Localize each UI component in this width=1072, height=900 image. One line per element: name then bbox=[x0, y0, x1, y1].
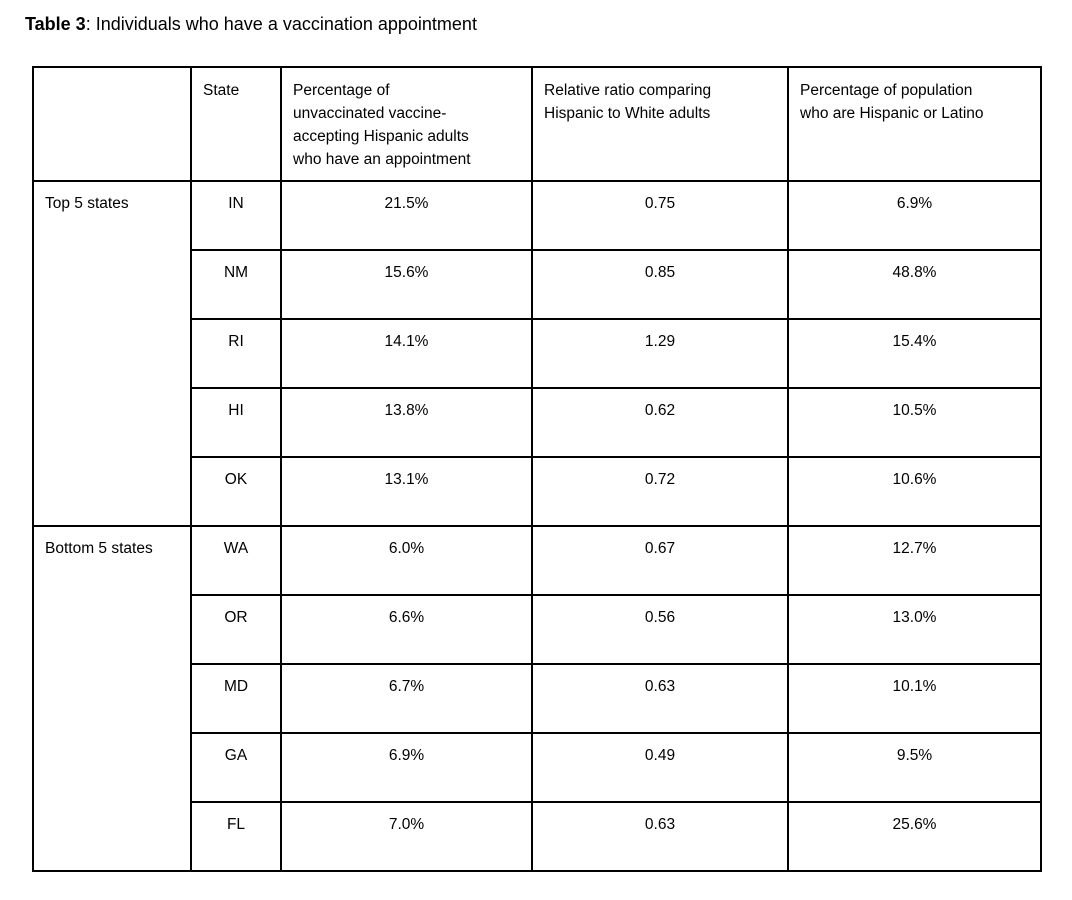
vaccination-appointment-table: State Percentage of unvaccinated vaccine… bbox=[32, 66, 1042, 872]
cell-pct-appointment: 6.7% bbox=[280, 663, 533, 734]
cell-state: OK bbox=[190, 456, 282, 527]
cell-pct-population: 25.6% bbox=[787, 801, 1042, 872]
cell-pct-population: 48.8% bbox=[787, 249, 1042, 320]
table-row: MD 6.7% 0.63 10.1% bbox=[33, 663, 1042, 734]
cell-pct-population: 10.5% bbox=[787, 387, 1042, 458]
cell-state: FL bbox=[190, 801, 282, 872]
cell-pct-appointment: 13.8% bbox=[280, 387, 533, 458]
cell-relative-ratio: 0.62 bbox=[531, 387, 789, 458]
cell-relative-ratio: 0.85 bbox=[531, 249, 789, 320]
cell-pct-appointment: 6.6% bbox=[280, 594, 533, 665]
cell-relative-ratio: 1.29 bbox=[531, 318, 789, 389]
table-row: Bottom 5 states WA 6.0% 0.67 12.7% bbox=[32, 525, 1042, 872]
cell-state: NM bbox=[190, 249, 282, 320]
header-row: State Percentage of unvaccinated vaccine… bbox=[32, 66, 1042, 182]
cell-state: HI bbox=[190, 387, 282, 458]
cell-pct-appointment: 14.1% bbox=[280, 318, 533, 389]
header-group bbox=[32, 66, 192, 182]
cell-pct-population: 6.9% bbox=[787, 180, 1042, 251]
cell-pct-population: 9.5% bbox=[787, 732, 1042, 803]
table-row: NM 15.6% 0.85 48.8% bbox=[33, 249, 1042, 320]
cell-relative-ratio: 0.67 bbox=[531, 525, 789, 596]
cell-pct-population: 10.6% bbox=[787, 456, 1042, 527]
cell-state: GA bbox=[190, 732, 282, 803]
cell-relative-ratio: 0.63 bbox=[531, 801, 789, 872]
group-label-bottom5: Bottom 5 states bbox=[32, 525, 192, 872]
cell-pct-appointment: 6.9% bbox=[280, 732, 533, 803]
table-row: Top 5 states IN 21.5% 0.75 6.9% bbox=[32, 180, 1042, 527]
cell-pct-appointment: 15.6% bbox=[280, 249, 533, 320]
cell-pct-population: 13.0% bbox=[787, 594, 1042, 665]
table-caption: Table 3: Individuals who have a vaccinat… bbox=[25, 12, 477, 36]
cell-state: RI bbox=[190, 318, 282, 389]
cell-state: IN bbox=[190, 180, 282, 251]
table-row: OR 6.6% 0.56 13.0% bbox=[33, 594, 1042, 665]
cell-pct-population: 12.7% bbox=[787, 525, 1042, 596]
cell-pct-population: 10.1% bbox=[787, 663, 1042, 734]
table-caption-number: Table 3 bbox=[25, 14, 86, 34]
cell-pct-population: 15.4% bbox=[787, 318, 1042, 389]
cell-relative-ratio: 0.63 bbox=[531, 663, 789, 734]
table-caption-text: : Individuals who have a vaccination app… bbox=[85, 14, 477, 34]
cell-relative-ratio: 0.72 bbox=[531, 456, 789, 527]
table-row: RI 14.1% 1.29 15.4% bbox=[33, 318, 1042, 389]
group-label-top5: Top 5 states bbox=[32, 180, 192, 527]
header-state: State bbox=[190, 66, 282, 182]
cell-pct-appointment: 7.0% bbox=[280, 801, 533, 872]
table-row: GA 6.9% 0.49 9.5% bbox=[33, 732, 1042, 803]
header-pct-population: Percentage of population who are Hispani… bbox=[787, 66, 1042, 182]
cell-relative-ratio: 0.75 bbox=[531, 180, 789, 251]
cell-state: WA bbox=[190, 525, 282, 596]
cell-state: OR bbox=[190, 594, 282, 665]
header-relative-ratio: Relative ratio comparing Hispanic to Whi… bbox=[531, 66, 789, 182]
cell-pct-appointment: 6.0% bbox=[280, 525, 533, 596]
table-row: OK 13.1% 0.72 10.6% bbox=[33, 456, 1042, 527]
table-row: HI 13.8% 0.62 10.5% bbox=[33, 387, 1042, 458]
cell-pct-appointment: 13.1% bbox=[280, 456, 533, 527]
cell-pct-appointment: 21.5% bbox=[280, 180, 533, 251]
cell-state: MD bbox=[190, 663, 282, 734]
cell-relative-ratio: 0.49 bbox=[531, 732, 789, 803]
table-row: FL 7.0% 0.63 25.6% bbox=[33, 801, 1042, 872]
header-pct-appointment: Percentage of unvaccinated vaccine- acce… bbox=[280, 66, 533, 182]
cell-relative-ratio: 0.56 bbox=[531, 594, 789, 665]
